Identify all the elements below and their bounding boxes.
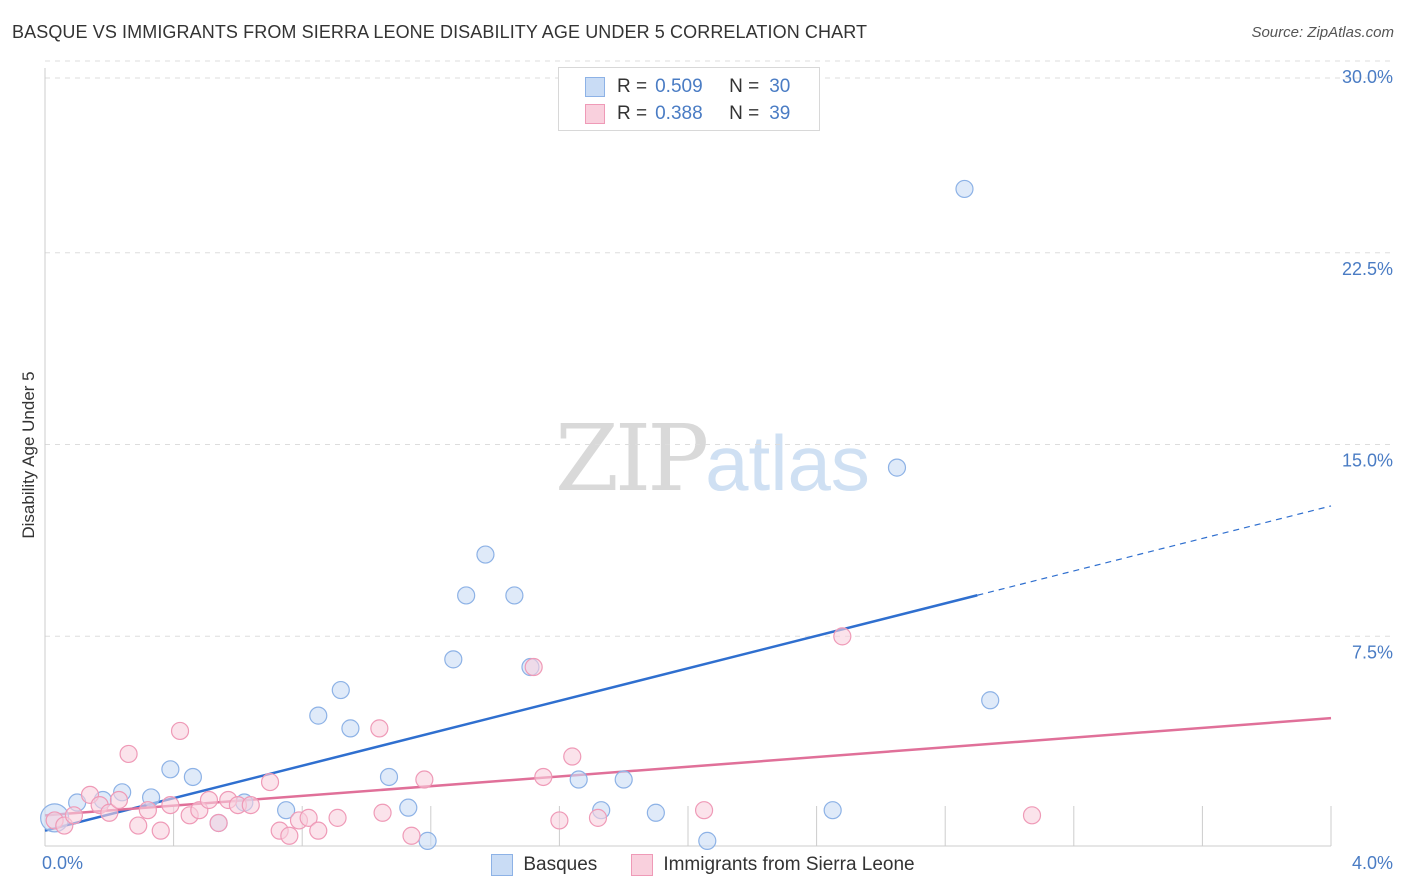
sierra-leone-point [550,811,569,830]
basques-point [331,680,350,700]
series-label-sierra-leone: Immigrants from Sierra Leone [663,854,915,875]
sierra-leone-point [524,657,543,677]
sierra-leone-point [170,721,190,741]
sierra-leone-point [370,719,389,738]
sierra-leone-point [119,744,138,764]
sierra-leone-point [373,803,392,822]
basques-point [309,706,328,725]
sierra-leone-point [241,795,260,815]
sierra-leone-point [209,813,228,833]
legend-r-label: R = [617,76,648,97]
basques-point [341,719,360,738]
basques-point [569,770,588,789]
basques-point [277,801,296,820]
trend-lines [44,505,1332,832]
sierra-leone-point [260,772,280,792]
sierra-leone-point [309,821,328,840]
y-tick-label: 22.5% [1342,259,1393,279]
basques-point [981,691,1000,710]
basques-point [955,179,974,199]
y-tick-label: 30.0% [1342,67,1393,87]
series-swatch-pink [631,854,654,876]
series-swatch-blue [491,854,514,876]
watermark-zip: ZIP [555,405,709,512]
sierra-leone-point [563,747,582,766]
x-tick-label: 0.0% [42,853,83,873]
chart-title: BASQUE VS IMMIGRANTS FROM SIERRA LEONE D… [12,22,868,42]
sierra-leone-point [129,816,148,835]
sierra-leone-point [299,808,318,827]
series-legend-sierra-leone: Immigrants from Sierra Leone [631,851,915,879]
watermark-atlas: atlas [705,419,870,507]
series-legend-basques: Basques [491,851,597,879]
tick-labels: 7.5% 15.0% 22.5% 30.0% 0.0% 4.0% Disability Ag… [19,67,1393,873]
basques-point [476,545,495,564]
y-axis-label: Disability Age Under 5 [19,371,38,538]
basques-point [457,586,476,605]
legend-r-value: 0.388 [655,103,703,124]
basques-point [418,831,437,850]
x-tick-label: 4.0% [1352,853,1393,873]
basques-point [698,831,717,850]
sierra-leone-point [328,808,347,827]
y-tick-label: 7.5% [1352,642,1393,662]
data-points [40,179,1042,850]
basques-point [161,760,180,779]
basques-trend-line [44,594,978,832]
legend-r-value: 0.509 [655,76,703,97]
legend-swatch-blue [585,77,605,97]
axes [44,68,1332,847]
basques-point [614,770,633,789]
legend-n-label: N = [729,76,760,97]
y-tick-label: 15.0% [1342,451,1393,471]
sierra-leone-point [534,767,553,787]
basques-point [183,767,202,787]
sierra-leone-point [1022,806,1042,825]
basques-point [379,767,399,787]
sierra-leone-point [199,790,219,810]
zipatlas-watermark: ZIPatlas [555,405,870,512]
basques-point [887,458,907,477]
sierra-leone-point [694,801,714,820]
legend-row-sierra-leone: R = 0.388 N = 39 [585,101,790,127]
basques-trend-extension [977,505,1332,596]
sierra-leone-trend-line [44,716,1332,817]
sierra-leone-point [109,790,129,810]
legend-r-label: R = [617,103,648,124]
legend-n-label: N = [729,103,760,124]
sierra-leone-point [151,821,170,840]
sierra-leone-point [64,806,84,825]
basques-point [646,803,665,822]
sierra-leone-point [280,826,299,845]
legend-swatch-pink [585,104,605,124]
basques-point [505,586,524,605]
basques-point [444,650,463,669]
sierra-leone-point [402,826,421,845]
sierra-leone-point [138,801,157,820]
sierra-leone-point [161,795,180,815]
sierra-leone-point [588,808,608,827]
series-legend: Basques Immigrants from Sierra Leone [0,851,1406,879]
sierra-leone-point [415,770,434,789]
source-note: Source: ZipAtlas.com [1251,24,1394,41]
basques-point [399,798,418,817]
sierra-leone-point [833,627,852,646]
gridlines [45,60,1391,637]
legend-n-value: 39 [769,103,791,124]
legend-row-basques: R = 0.509 N = 30 [585,74,790,100]
basques-point [823,801,842,820]
stats-legend: R = 0.509 N = 30 R = 0.388 N = 39 [558,67,820,131]
series-label-basques: Basques [523,854,598,875]
sierra-leone-point [100,803,119,822]
legend-n-value: 30 [769,76,791,97]
